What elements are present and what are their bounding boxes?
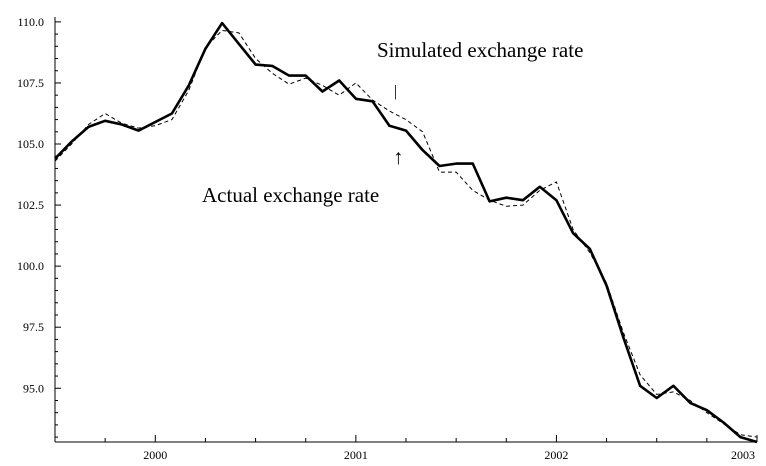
series-line-simulated	[54, 29, 758, 438]
annotation-simulated-rate: Simulated exchange rate	[377, 38, 583, 62]
series-line-actual	[54, 21, 758, 444]
series-lines	[54, 21, 758, 444]
y-tick-label: 97.5	[23, 320, 44, 334]
axes	[54, 17, 757, 443]
x-tick-label: 2000	[143, 448, 167, 462]
x-tick-label: 2003	[731, 448, 755, 462]
x-tick-label: 2002	[544, 448, 568, 462]
y-tick-label: 102.5	[17, 198, 44, 212]
x-tick-label: 2001	[344, 448, 368, 462]
y-tick-label: 107.5	[17, 76, 44, 90]
y-tick-label: 100.0	[17, 259, 44, 273]
y-tick-label: 95.0	[23, 381, 44, 395]
annotation-actual-arrow: ↑	[393, 145, 404, 169]
annotation-simulated-marker: |	[394, 83, 397, 100]
y-axis-ticks: 95.0 97.5 100.0 102.5 105.0 107.5 110.0	[17, 15, 61, 438]
y-tick-label: 110.0	[17, 15, 44, 29]
annotation-actual-rate: Actual exchange rate	[202, 183, 379, 207]
x-axis-ticks: 2000 2001 2002 2003	[54, 435, 758, 462]
y-tick-label: 105.0	[17, 137, 44, 151]
